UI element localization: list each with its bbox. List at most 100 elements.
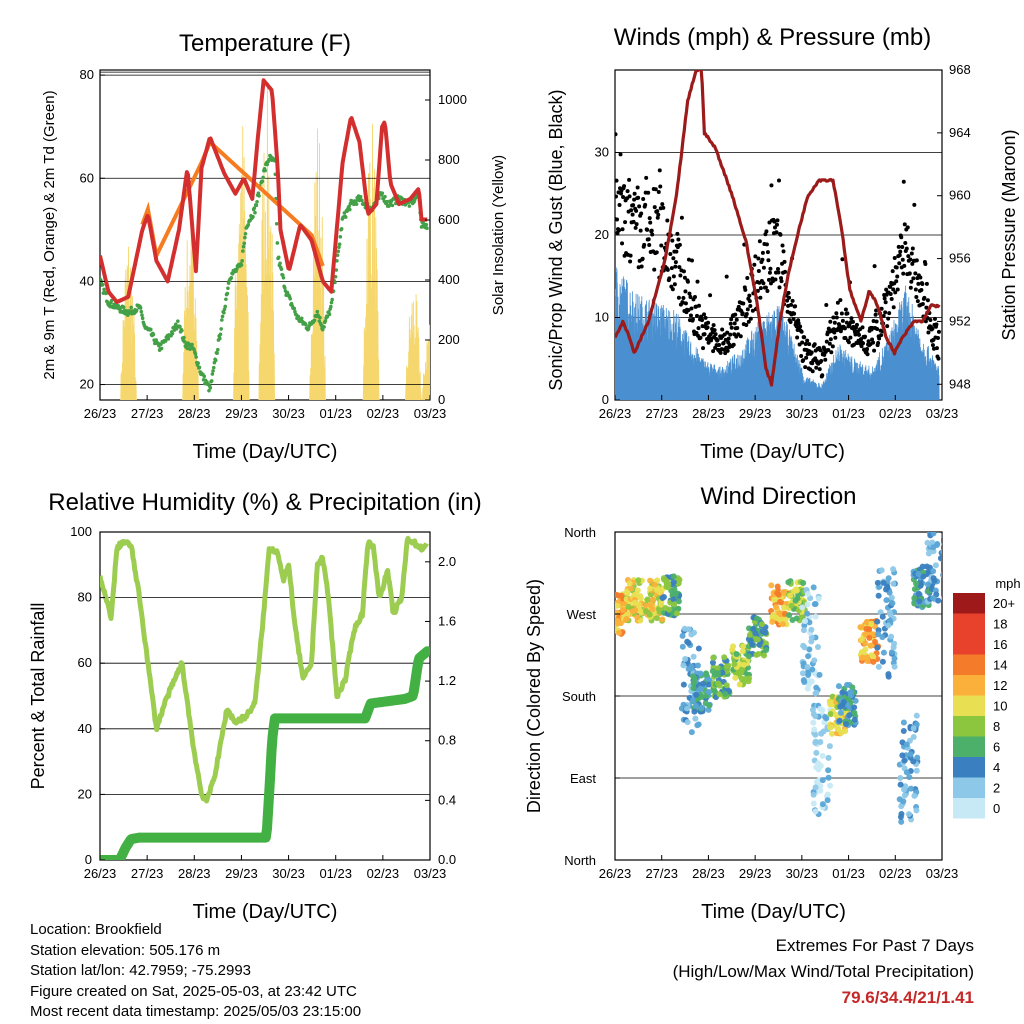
direction-point (911, 792, 918, 799)
gust-point (914, 295, 919, 300)
dewpoint-point (333, 274, 338, 279)
direction-point (888, 633, 895, 640)
direction-point (745, 653, 752, 660)
dewpoint-point (330, 297, 334, 302)
direction-point (706, 688, 713, 695)
gust-point (818, 348, 823, 353)
gust-point (830, 344, 835, 349)
gust-point (643, 202, 648, 207)
humidity-panel-frame (99, 531, 431, 861)
direction-point (804, 663, 811, 670)
direction-point (825, 774, 832, 781)
direction-point (804, 610, 811, 617)
direction-point (673, 610, 680, 617)
direction-point (812, 784, 819, 791)
gust-point (848, 335, 853, 340)
gust-point (632, 197, 637, 202)
direction-point (885, 575, 892, 582)
direction-tick-label: South (562, 689, 596, 704)
gust-point (687, 291, 692, 296)
dewpoint-point (253, 210, 257, 215)
dewpoint-point (337, 242, 342, 247)
direction-point (773, 604, 780, 611)
direction-point (680, 681, 687, 688)
gust-point (865, 352, 870, 357)
direction-point (933, 516, 939, 522)
direction-point (941, 509, 947, 515)
gust-point (686, 257, 691, 262)
dewpoint-point (385, 199, 389, 204)
legend-label: 4 (993, 760, 1000, 775)
gust-point (681, 269, 686, 274)
gust-point (920, 302, 925, 307)
dewpoint-point (196, 361, 200, 365)
dewpoint-point (338, 235, 343, 239)
gust-point (615, 178, 619, 183)
dewpoint-point (296, 314, 301, 319)
pressure-series (615, 70, 941, 387)
direction-xlabel: Time (Day/UTC) (701, 901, 846, 923)
gust-point (745, 275, 750, 280)
direction-title: Wind Direction (700, 483, 856, 510)
direction-point (859, 649, 866, 656)
direction-point (804, 601, 811, 608)
direction-point (810, 800, 817, 807)
gust-point (647, 242, 652, 247)
gust-point (786, 303, 791, 308)
direction-point (812, 713, 819, 720)
y2-tick-label: 0.0 (438, 852, 456, 867)
direction-point (900, 719, 907, 726)
dewpoint-point (347, 207, 352, 212)
y-tick-label: 0 (602, 392, 609, 407)
gust-point (678, 273, 683, 278)
y-tick-label: 20 (595, 227, 609, 242)
gust-point (766, 258, 771, 263)
gust-point (660, 202, 665, 207)
direction-point (897, 781, 904, 788)
direction-point (858, 654, 865, 661)
direction-point (656, 608, 663, 615)
gust-point (871, 318, 876, 323)
direction-point (837, 703, 844, 710)
direction-point (941, 501, 947, 507)
gust-point (725, 348, 730, 353)
y-tick-label: 100 (70, 524, 92, 539)
direction-point (809, 706, 816, 713)
direction-point (619, 606, 626, 613)
gust-point (673, 260, 678, 265)
direction-point (665, 606, 672, 613)
dewpoint-point (261, 175, 265, 180)
gust-point (672, 282, 677, 287)
direction-point (768, 582, 775, 589)
legend-label: 14 (993, 658, 1007, 673)
gust-point (755, 288, 760, 293)
gust-point (889, 297, 894, 302)
direction-point (698, 704, 705, 711)
direction-point (924, 569, 931, 576)
dewpoint-point (242, 241, 246, 246)
direction-point (920, 573, 927, 580)
direction-point (695, 721, 702, 728)
dewpoint-point (109, 298, 114, 303)
gust-point (724, 345, 729, 350)
gust-point (935, 335, 940, 340)
direction-point (607, 627, 613, 633)
gust-point (845, 311, 850, 316)
direction-point (915, 571, 922, 578)
gust-point (627, 194, 632, 199)
direction-point (625, 603, 632, 610)
direction-point (942, 509, 948, 515)
gust-point (843, 307, 848, 312)
gust-point (646, 237, 651, 242)
direction-point (651, 581, 658, 588)
gust-point (888, 292, 893, 297)
direction-point (752, 630, 759, 637)
direction-point (676, 576, 683, 583)
gust-point (883, 300, 888, 305)
gust-point (627, 177, 632, 182)
direction-point (642, 608, 649, 615)
x-tick-label: 26/23 (599, 866, 632, 881)
direction-point (780, 604, 787, 611)
solar-insolation-series (120, 87, 430, 400)
gust-point (665, 267, 670, 272)
